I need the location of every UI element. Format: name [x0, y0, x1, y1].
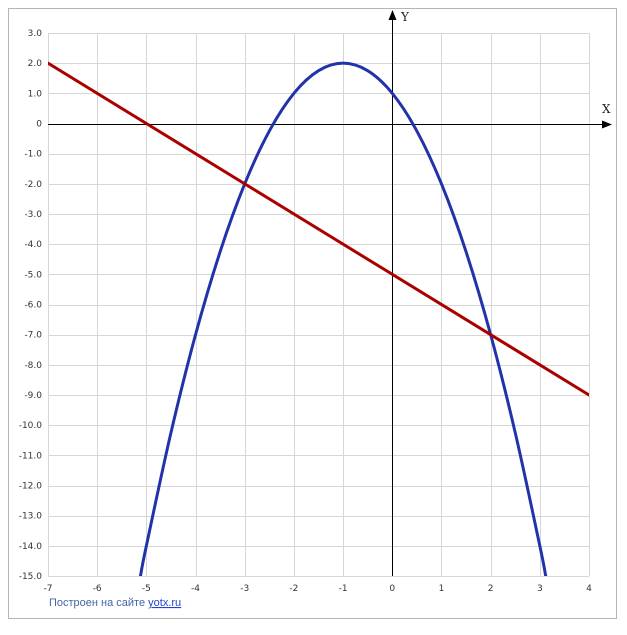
- y-tick-label: 1.0: [28, 89, 43, 99]
- y-tick-label: -6.0: [24, 301, 42, 311]
- y-tick-label: -4.0: [24, 240, 42, 250]
- y-tick-label: 3.0: [28, 29, 43, 39]
- x-tick-label: -2: [289, 584, 298, 594]
- x-tick-label: -5: [142, 584, 151, 594]
- y-tick-label: -10.0: [19, 421, 43, 431]
- y-tick-label: -1.0: [24, 150, 42, 160]
- x-tick-label: -6: [93, 584, 102, 594]
- y-tick-label: 2.0: [28, 59, 43, 69]
- plot-area: [48, 61, 589, 576]
- y-tick-label: 0: [36, 120, 42, 130]
- x-tick-label: 4: [586, 584, 592, 594]
- x-tick-label: 1: [439, 584, 445, 594]
- x-tick-label: 3: [537, 584, 543, 594]
- grid-lines: [48, 33, 590, 577]
- chart-border: [8, 8, 617, 619]
- y-tick-label: -15.0: [19, 572, 43, 582]
- y-axis-label: Y: [400, 10, 410, 24]
- y-tick-label: -14.0: [19, 542, 43, 552]
- x-tick-label: -3: [240, 584, 249, 594]
- credit-prefix: Построен на сайте: [49, 597, 148, 609]
- y-tick-label: -12.0: [19, 482, 43, 492]
- x-tick-label: -7: [44, 584, 53, 594]
- y-tick-label: -8.0: [24, 361, 42, 371]
- tick-labels: -7 -6 -5 -4 -3 -2 -1 0 1 2 3 4 3.0 2.0 1.0 0 -1.0 -2.0 -3.…: [19, 29, 592, 594]
- series-line-0: [138, 61, 548, 576]
- credit-link[interactable]: yotx.ru: [148, 597, 181, 609]
- y-tick-label: -5.0: [24, 270, 42, 280]
- credit-text: Построен на сайте yotx.ru: [49, 597, 181, 609]
- x-tick-label: -1: [339, 584, 348, 594]
- axes: [48, 10, 612, 576]
- x-tick-label: 2: [488, 584, 494, 594]
- x-tick-label: 0: [389, 584, 395, 594]
- y-tick-label: -2.0: [24, 180, 42, 190]
- y-tick-label: -11.0: [19, 451, 43, 461]
- x-axis-label: X: [602, 102, 611, 116]
- y-tick-label: -7.0: [24, 331, 42, 341]
- x-axis-arrow: [602, 120, 612, 129]
- y-axis-arrow: [388, 10, 397, 20]
- y-tick-label: -9.0: [24, 391, 42, 401]
- y-tick-label: -13.0: [19, 512, 43, 522]
- x-tick-label: -4: [191, 584, 200, 594]
- series-line-1: [48, 61, 589, 397]
- y-tick-label: -3.0: [24, 210, 42, 220]
